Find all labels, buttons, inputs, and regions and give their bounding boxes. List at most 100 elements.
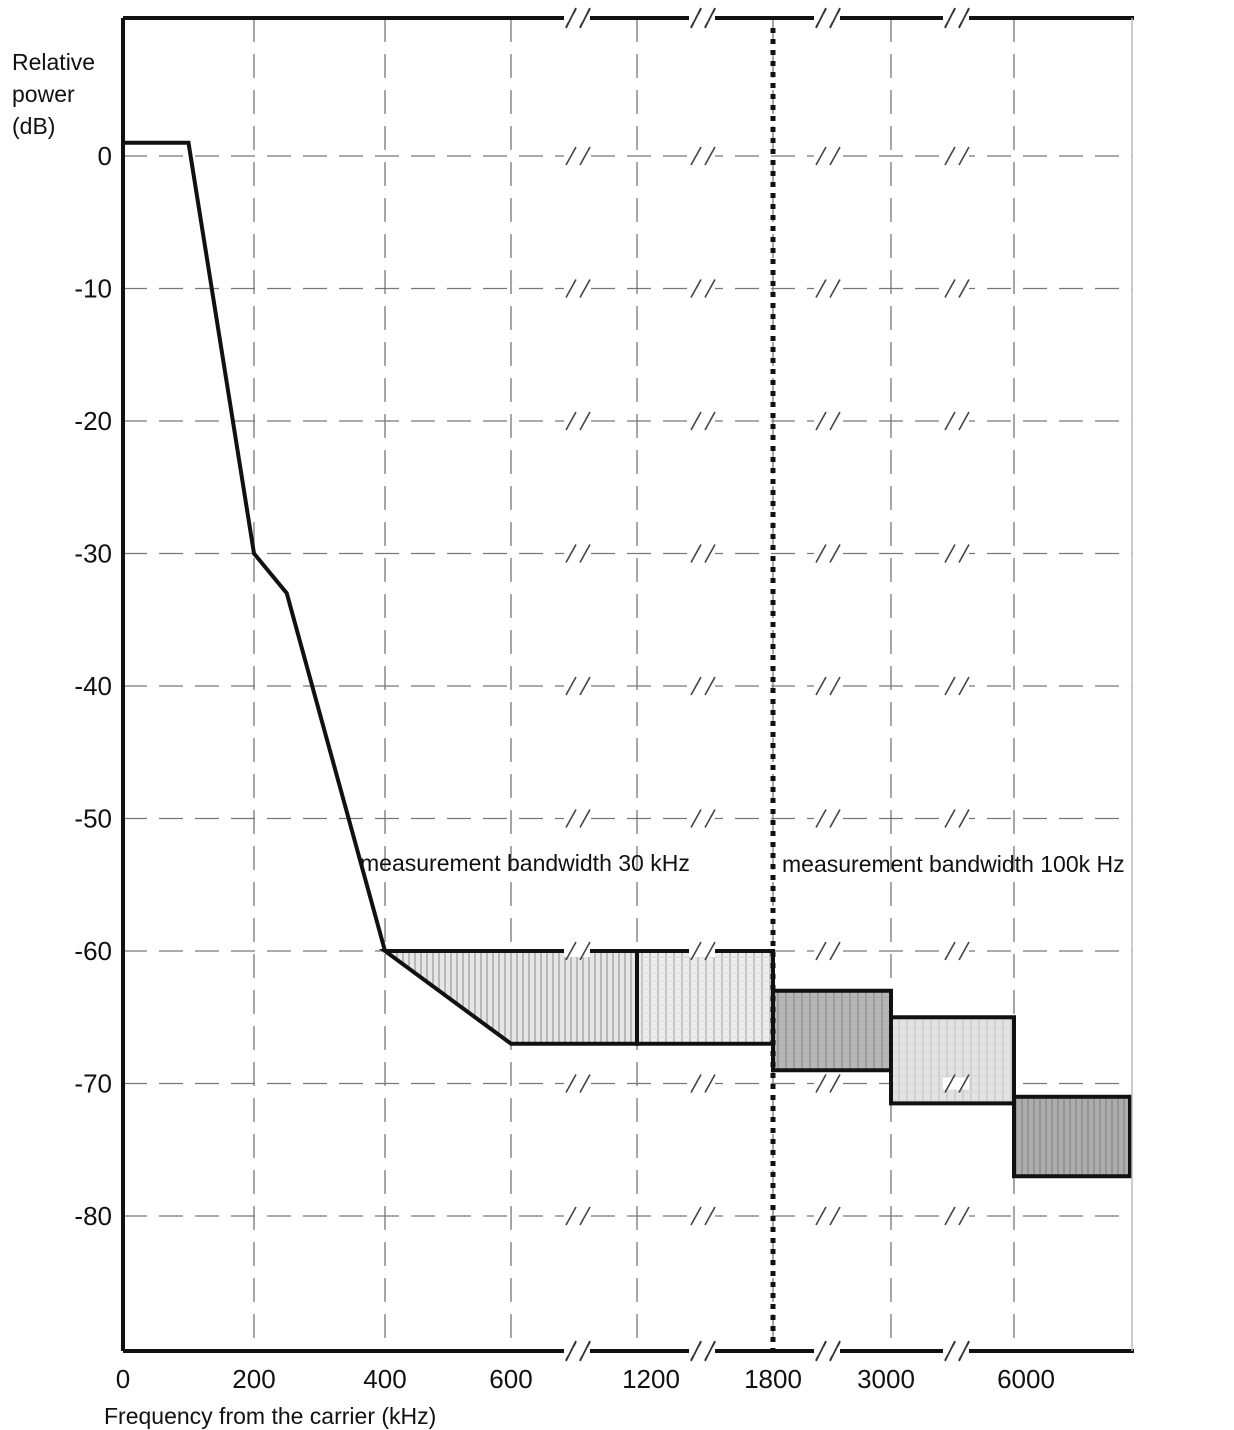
frame-break-0-1-a: [565, 1340, 577, 1362]
break-mark-1-9-a: [690, 1206, 702, 1226]
plot-frame: [121, 7, 1134, 1362]
frame-break-0-1-b: [579, 1340, 591, 1362]
shaded-region-3: [889, 1015, 1016, 1106]
x-tick-label-3: 600: [489, 1364, 532, 1394]
frame-break-2-0-b: [829, 7, 841, 29]
break-mark-2-6-a: [815, 809, 827, 828]
y-tick-label-7: -70: [74, 1069, 112, 1099]
break-mark-0-2-b: [579, 279, 591, 298]
break-mark-3-4-a: [944, 544, 956, 563]
break-mark-3-8-b: [958, 1074, 970, 1093]
break-mark-3-9-b: [958, 1206, 970, 1226]
y-tick-label-3: -30: [74, 539, 112, 569]
break-mark-0-5-a: [565, 676, 577, 696]
break-mark-3-6-b: [958, 809, 970, 828]
frame-gap-1-0: [689, 14, 715, 22]
frame-gap-3-0: [943, 14, 969, 22]
frame-gap-0-0: [564, 14, 590, 22]
break-mark-2-2-b: [829, 279, 841, 298]
break-mark-1-8-b: [704, 1074, 716, 1093]
y-tick-label-6: -60: [74, 936, 112, 966]
break-mark-2-1-b: [829, 146, 841, 166]
break-mark-1-7-b: [704, 941, 716, 961]
frame-gap-2-1: [814, 1347, 840, 1355]
frame-gap-3-1: [943, 1347, 969, 1355]
break-mark-0-9-b: [579, 1206, 591, 1226]
break-mark-1-6-a: [690, 809, 702, 828]
break-mark-1-3-b: [704, 411, 716, 431]
frame-break-2-1-b: [829, 1340, 841, 1362]
y-tick-label-4: -40: [74, 671, 112, 701]
frame-break-1-0-a: [690, 7, 702, 29]
x-tick-label-0: 0: [116, 1364, 130, 1394]
break-mark-3-3-b: [958, 411, 970, 431]
break-mark-0-4-a: [565, 544, 577, 563]
frame-break-2-0-a: [815, 7, 827, 29]
shaded-region-0: [378, 949, 639, 1046]
y-tick-labels: 0 -10 -20 -30 -40 -50 -60 -70 -80: [74, 141, 112, 1231]
frame-break-1-0-b: [704, 7, 716, 29]
break-mark-2-5-b: [829, 676, 841, 696]
break-mark-1-2-a: [690, 279, 702, 298]
frame-break-3-1-b: [958, 1340, 970, 1362]
break-mark-3-9-a: [944, 1206, 956, 1226]
shaded-regions: [378, 949, 1132, 1179]
break-mark-0-6-a: [565, 809, 577, 828]
break-mark-3-2-a: [944, 279, 956, 298]
grid-lines: [123, 18, 1132, 1351]
break-mark-2-5-a: [815, 676, 827, 696]
x-tick-label-7: 6000: [997, 1364, 1055, 1394]
frame-break-3-1-a: [944, 1340, 956, 1362]
break-mark-2-9-b: [829, 1206, 841, 1226]
break-mark-1-7-a: [690, 941, 702, 961]
break-mark-2-4-b: [829, 544, 841, 563]
x-tick-label-6: 3000: [857, 1364, 915, 1394]
break-mark-0-1-b: [579, 146, 591, 166]
annotation-bandwidth-100khz: measurement bandwidth 100k Hz: [782, 851, 1125, 877]
break-mark-2-2-a: [815, 279, 827, 298]
break-mark-3-3-a: [944, 411, 956, 431]
break-mark-2-1-a: [815, 146, 827, 166]
break-mark-0-7-a: [565, 941, 577, 961]
break-mark-1-8-a: [690, 1074, 702, 1093]
break-mark-1-2-b: [704, 279, 716, 298]
x-tick-labels: 0 200 400 600 1200 1800 3000 6000: [116, 1364, 1055, 1394]
break-mark-3-5-b: [958, 676, 970, 696]
y-axis-label-line-1: Relative: [12, 49, 95, 75]
break-mark-0-1-a: [565, 146, 577, 166]
break-mark-2-3-a: [815, 411, 827, 431]
break-mark-2-4-a: [815, 544, 827, 563]
frame-break-2-1-a: [815, 1340, 827, 1362]
break-mark-2-7-b: [829, 941, 841, 961]
x-axis-label: Frequency from the carrier (kHz): [104, 1403, 436, 1429]
mask-series: [123, 140, 387, 952]
break-mark-3-4-b: [958, 544, 970, 563]
frame-break-0-0-b: [579, 7, 591, 29]
break-mark-2-8-a: [815, 1074, 827, 1093]
break-mark-0-3-a: [565, 411, 577, 431]
frame-gap-0-1: [564, 1347, 590, 1355]
x-tick-label-2: 400: [363, 1364, 406, 1394]
frame-break-3-0-b: [958, 7, 970, 29]
break-mark-0-8-b: [579, 1074, 591, 1093]
break-mark-1-1-b: [704, 146, 716, 166]
y-tick-label-5: -50: [74, 804, 112, 834]
break-mark-3-7-a: [944, 941, 956, 961]
shaded-region-1: [635, 949, 775, 1046]
break-mark-1-9-b: [704, 1206, 716, 1226]
break-mark-3-1-b: [958, 146, 970, 166]
x-tick-label-5: 1800: [744, 1364, 802, 1394]
frame-break-0-0-a: [565, 7, 577, 29]
frame-break-1-1-b: [704, 1340, 716, 1362]
shaded-region-4: [1012, 1094, 1132, 1179]
y-tick-label-0: 0: [98, 141, 112, 171]
frame-gap-1-1: [689, 1347, 715, 1355]
break-mark-1-5-a: [690, 676, 702, 696]
break-mark-0-8-a: [565, 1074, 577, 1093]
break-mark-1-1-a: [690, 146, 702, 166]
break-mark-2-7-a: [815, 941, 827, 961]
break-mark-3-8-a: [944, 1074, 956, 1093]
break-mark-2-6-b: [829, 809, 841, 828]
mask-line: [123, 140, 387, 952]
